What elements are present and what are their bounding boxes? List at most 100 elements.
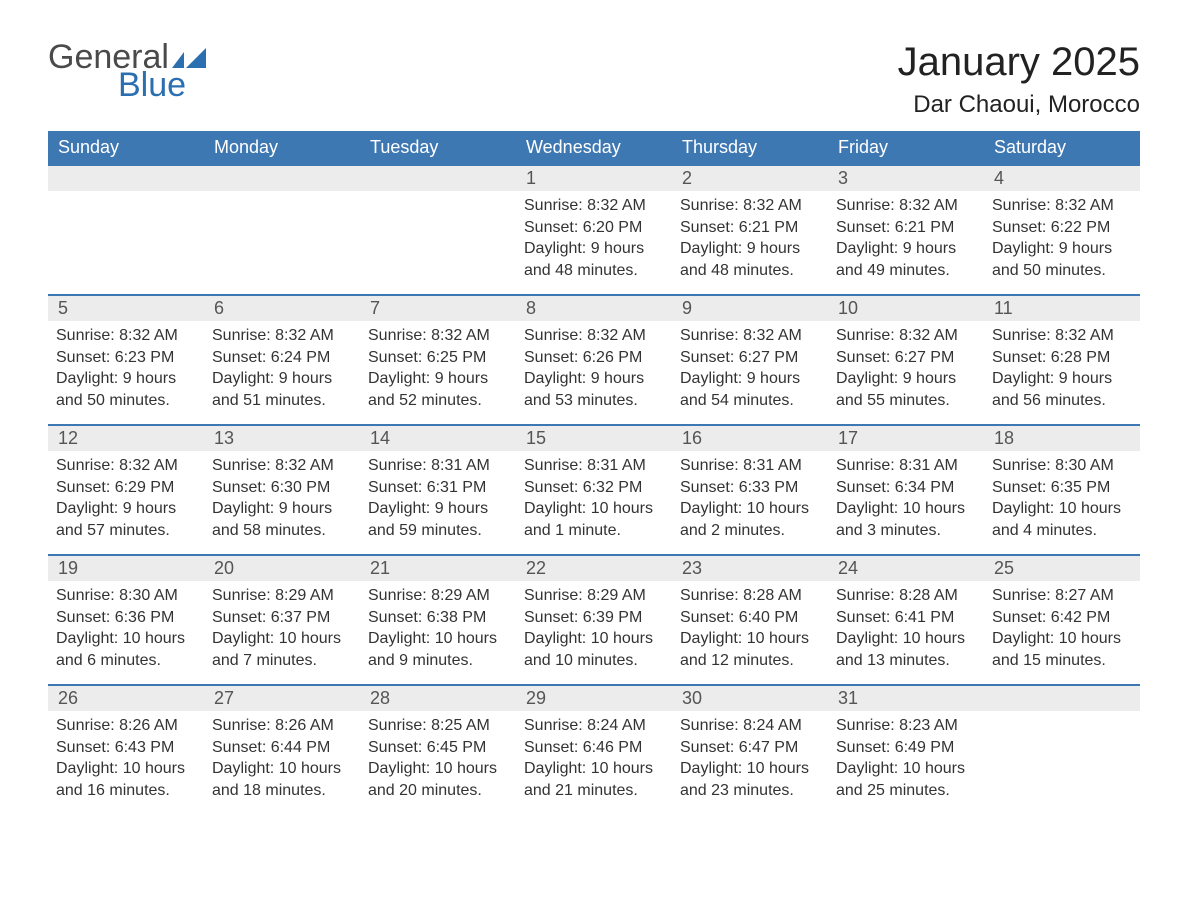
day-cell: 13Sunrise: 8:32 AMSunset: 6:30 PMDayligh… [204, 426, 360, 554]
daylight-text: Daylight: 10 hours and 3 minutes. [836, 498, 976, 541]
sunrise-text: Sunrise: 8:32 AM [56, 325, 196, 347]
day-number: 22 [516, 556, 672, 581]
sunrise-text: Sunrise: 8:30 AM [56, 585, 196, 607]
week-row: 12Sunrise: 8:32 AMSunset: 6:29 PMDayligh… [48, 424, 1140, 554]
day-cell: 8Sunrise: 8:32 AMSunset: 6:26 PMDaylight… [516, 296, 672, 424]
sunrise-text: Sunrise: 8:26 AM [56, 715, 196, 737]
day-cell: 2Sunrise: 8:32 AMSunset: 6:21 PMDaylight… [672, 166, 828, 294]
day-cell [204, 166, 360, 294]
week-row: 19Sunrise: 8:30 AMSunset: 6:36 PMDayligh… [48, 554, 1140, 684]
day-number: 28 [360, 686, 516, 711]
weekday-header: Tuesday [360, 131, 516, 164]
day-cell: 14Sunrise: 8:31 AMSunset: 6:31 PMDayligh… [360, 426, 516, 554]
daylight-text: Daylight: 10 hours and 1 minute. [524, 498, 664, 541]
day-body: Sunrise: 8:32 AMSunset: 6:21 PMDaylight:… [828, 191, 984, 291]
weekday-header: Sunday [48, 131, 204, 164]
day-body: Sunrise: 8:31 AMSunset: 6:34 PMDaylight:… [828, 451, 984, 551]
sunrise-text: Sunrise: 8:32 AM [212, 325, 352, 347]
day-number: 27 [204, 686, 360, 711]
day-cell: 3Sunrise: 8:32 AMSunset: 6:21 PMDaylight… [828, 166, 984, 294]
sunset-text: Sunset: 6:35 PM [992, 477, 1132, 499]
sunset-text: Sunset: 6:37 PM [212, 607, 352, 629]
sunrise-text: Sunrise: 8:24 AM [524, 715, 664, 737]
day-body: Sunrise: 8:32 AMSunset: 6:26 PMDaylight:… [516, 321, 672, 421]
day-number: 8 [516, 296, 672, 321]
day-number: 15 [516, 426, 672, 451]
sunset-text: Sunset: 6:27 PM [680, 347, 820, 369]
day-body: Sunrise: 8:24 AMSunset: 6:46 PMDaylight:… [516, 711, 672, 811]
weeks-container: 1Sunrise: 8:32 AMSunset: 6:20 PMDaylight… [48, 164, 1140, 814]
day-number: 3 [828, 166, 984, 191]
weekday-header: Friday [828, 131, 984, 164]
day-cell: 23Sunrise: 8:28 AMSunset: 6:40 PMDayligh… [672, 556, 828, 684]
daylight-text: Daylight: 9 hours and 50 minutes. [56, 368, 196, 411]
day-cell: 16Sunrise: 8:31 AMSunset: 6:33 PMDayligh… [672, 426, 828, 554]
sunset-text: Sunset: 6:31 PM [368, 477, 508, 499]
day-number: 21 [360, 556, 516, 581]
day-cell: 6Sunrise: 8:32 AMSunset: 6:24 PMDaylight… [204, 296, 360, 424]
day-body: Sunrise: 8:31 AMSunset: 6:32 PMDaylight:… [516, 451, 672, 551]
day-number: 20 [204, 556, 360, 581]
sunrise-text: Sunrise: 8:32 AM [680, 195, 820, 217]
daylight-text: Daylight: 10 hours and 15 minutes. [992, 628, 1132, 671]
day-cell: 7Sunrise: 8:32 AMSunset: 6:25 PMDaylight… [360, 296, 516, 424]
daylight-text: Daylight: 10 hours and 18 minutes. [212, 758, 352, 801]
weekday-header: Monday [204, 131, 360, 164]
sunrise-text: Sunrise: 8:27 AM [992, 585, 1132, 607]
sunrise-text: Sunrise: 8:25 AM [368, 715, 508, 737]
day-body: Sunrise: 8:32 AMSunset: 6:24 PMDaylight:… [204, 321, 360, 421]
sunrise-text: Sunrise: 8:31 AM [836, 455, 976, 477]
sunset-text: Sunset: 6:21 PM [680, 217, 820, 239]
sunrise-text: Sunrise: 8:24 AM [680, 715, 820, 737]
day-cell: 27 Sunrise: 8:26 AMSunset: 6:44 PMDayligh… [204, 686, 360, 814]
daylight-text: Daylight: 9 hours and 56 minutes. [992, 368, 1132, 411]
daylight-text: Daylight: 10 hours and 2 minutes. [680, 498, 820, 541]
day-body: Sunrise: 8:31 AMSunset: 6:33 PMDaylight:… [672, 451, 828, 551]
day-number: 4 [984, 166, 1140, 191]
day-number: 7 [360, 296, 516, 321]
day-cell: 29Sunrise: 8:24 AMSunset: 6:46 PMDayligh… [516, 686, 672, 814]
daylight-text: Daylight: 10 hours and 23 minutes. [680, 758, 820, 801]
daylight-text: Daylight: 10 hours and 25 minutes. [836, 758, 976, 801]
sunset-text: Sunset: 6:28 PM [992, 347, 1132, 369]
sunrise-text: Sunrise: 8:32 AM [212, 455, 352, 477]
day-body: Sunrise: 8:32 AMSunset: 6:27 PMDaylight:… [828, 321, 984, 421]
sunrise-text: Sunrise: 8:32 AM [836, 325, 976, 347]
sunrise-text: Sunrise: 8:31 AM [524, 455, 664, 477]
day-cell: 20Sunrise: 8:29 AMSunset: 6:37 PMDayligh… [204, 556, 360, 684]
daylight-text: Daylight: 10 hours and 10 minutes. [524, 628, 664, 671]
day-body: Sunrise: 8:32 AMSunset: 6:20 PMDaylight:… [516, 191, 672, 291]
sunset-text: Sunset: 6:21 PM [836, 217, 976, 239]
daylight-text: Daylight: 10 hours and 21 minutes. [524, 758, 664, 801]
sunrise-text: Sunrise: 8:32 AM [680, 325, 820, 347]
sunset-text: Sunset: 6:47 PM [680, 737, 820, 759]
daylight-text: Daylight: 9 hours and 49 minutes. [836, 238, 976, 281]
day-cell: 4Sunrise: 8:32 AMSunset: 6:22 PMDaylight… [984, 166, 1140, 294]
day-number [360, 166, 516, 191]
sunset-text: Sunset: 6:44 PM [212, 737, 352, 759]
day-body: Sunrise: 8:26 AMSunset: 6:43 PMDaylight:… [48, 711, 204, 811]
daylight-text: Daylight: 10 hours and 13 minutes. [836, 628, 976, 671]
day-cell: 9Sunrise: 8:32 AMSunset: 6:27 PMDaylight… [672, 296, 828, 424]
sunset-text: Sunset: 6:38 PM [368, 607, 508, 629]
sunset-text: Sunset: 6:33 PM [680, 477, 820, 499]
sunrise-text: Sunrise: 8:32 AM [992, 195, 1132, 217]
daylight-text: Daylight: 10 hours and 6 minutes. [56, 628, 196, 671]
day-number [984, 686, 1140, 711]
sunrise-text: Sunrise: 8:31 AM [368, 455, 508, 477]
day-number [204, 166, 360, 191]
week-row: 5Sunrise: 8:32 AMSunset: 6:23 PMDaylight… [48, 294, 1140, 424]
day-number: 29 [516, 686, 672, 711]
day-body: Sunrise: 8:25 AMSunset: 6:45 PMDaylight:… [360, 711, 516, 811]
sunset-text: Sunset: 6:40 PM [680, 607, 820, 629]
flag-icon [172, 46, 206, 68]
day-number: 31 [828, 686, 984, 711]
day-cell: 15Sunrise: 8:31 AMSunset: 6:32 PMDayligh… [516, 426, 672, 554]
brand-word-blue: Blue [118, 68, 206, 102]
weekday-header: Saturday [984, 131, 1140, 164]
day-body: Sunrise: 8:24 AMSunset: 6:47 PMDaylight:… [672, 711, 828, 811]
day-cell: 26Sunrise: 8:26 AMSunset: 6:43 PMDayligh… [48, 686, 204, 814]
sunrise-text: Sunrise: 8:26 AM [212, 715, 352, 737]
sunrise-text: Sunrise: 8:29 AM [524, 585, 664, 607]
day-number: 13 [204, 426, 360, 451]
